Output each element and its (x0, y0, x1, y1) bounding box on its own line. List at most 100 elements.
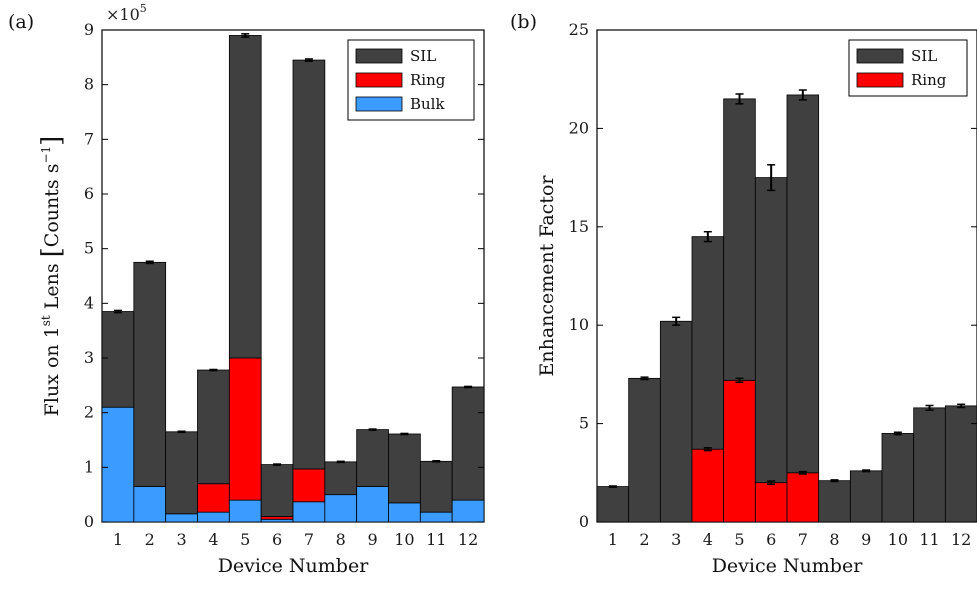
p1-bar-sil-12 (451, 386, 485, 501)
p1-x-tick-label-11: 11 (426, 530, 446, 549)
p2-x-tick-label-6: 6 (766, 530, 776, 549)
p1-bar-sil-8 (324, 461, 358, 496)
p2-x-tick-label-12: 12 (951, 530, 971, 549)
p2-bar-sil-12 (944, 405, 977, 523)
p2-x-tick-label-10: 10 (888, 530, 908, 549)
p2-bar-sil-4 (691, 236, 725, 450)
p1-x-tick-label-2: 2 (145, 530, 155, 549)
p1-bar-bulk-5 (228, 499, 262, 523)
p1-y-axis-label: Flux on 1st Lens [Counts s−1] (37, 136, 67, 417)
p2-bar-sil-2 (628, 377, 661, 523)
p1-x-tick-label-1: 1 (113, 530, 123, 549)
p1-y-tick-label-8: 8 (84, 75, 94, 94)
p2-bar-sil-5 (723, 98, 756, 381)
p2-bar-ring-5 (723, 379, 756, 523)
p2-bar-sil-9 (849, 470, 883, 523)
p1-panel-label: (a) (8, 11, 34, 33)
p1-bar-sil-3 (165, 431, 198, 515)
p1-bar-ring-4 (197, 483, 230, 513)
p2-panel-label: (b) (510, 11, 537, 33)
p1-bar-sil-11 (419, 460, 453, 513)
p2-y-tick-label-5: 5 (579, 414, 589, 433)
p1-y-tick-label-3: 3 (84, 348, 94, 367)
p1-x-tick-label-5: 5 (240, 530, 250, 549)
p1-y-tick-label-9: 9 (84, 20, 94, 39)
p2-x-tick-label-11: 11 (919, 530, 939, 549)
p1-y-label-text-2: Lens (41, 257, 63, 315)
p2-legend-box (848, 39, 968, 97)
p1-y-tick-label-6: 6 (84, 184, 94, 203)
p1-bar-bulk-12 (451, 499, 485, 523)
p1-bar-bulk-8 (324, 494, 358, 523)
p1-x-tick-label-7: 7 (304, 530, 314, 549)
p2-bar-sil-10 (881, 433, 915, 523)
p1-y-tick-label-5: 5 (84, 239, 94, 258)
p1-legend-label-sil: SIL (410, 47, 436, 65)
p2-x-axis-label: Device Number (712, 555, 863, 577)
p1-x-tick-label-6: 6 (272, 530, 282, 549)
p1-y-tick-label-4: 4 (84, 293, 94, 312)
p1-y-tick-label-0: 0 (84, 512, 94, 531)
p1-bar-bulk-7 (292, 501, 326, 523)
p2-bar-ring-4 (691, 448, 725, 523)
p1-x-tick-label-12: 12 (458, 530, 478, 549)
p1-bar-bulk-3 (165, 513, 198, 523)
p2-y-tick-label-10: 10 (569, 315, 589, 334)
p2-legend-swatch-ring (856, 72, 904, 88)
p1-bar-sil-1 (101, 311, 135, 408)
p2-bar-sil-8 (818, 480, 851, 523)
p2-y-tick-label-25: 25 (569, 20, 589, 39)
p1-bar-bulk-4 (197, 511, 230, 523)
p1-legend-swatch-sil (355, 48, 403, 64)
p1-scale-note: ×105 (106, 2, 147, 24)
p1-y-label-text: Flux on 1 (41, 326, 63, 416)
p1-y-label-bracket-open: [ (37, 247, 67, 257)
p1-x-axis-label: Device Number (218, 555, 369, 577)
p1-scale-exponent: 5 (140, 2, 147, 15)
p2-x-tick-label-2: 2 (639, 530, 649, 549)
p1-scale-base: ×10 (106, 5, 140, 24)
p1-bar-ring-6 (260, 516, 294, 520)
p1-bar-sil-2 (133, 261, 167, 487)
p1-legend-swatch-ring (355, 72, 403, 88)
p1-bar-bulk-6 (260, 518, 294, 523)
p2-bar-sil-11 (913, 407, 946, 523)
p1-legend-label-ring: Ring (410, 71, 446, 89)
p2-bar-ring-7 (786, 472, 820, 523)
p2-x-tick-label-8: 8 (829, 530, 839, 549)
p2-y-tick-label-0: 0 (579, 512, 589, 531)
p1-x-tick-label-10: 10 (394, 530, 414, 549)
p1-bar-sil-5 (228, 35, 262, 359)
p2-legend-swatch-sil (856, 48, 904, 64)
p1-x-tick-label-4: 4 (208, 530, 218, 549)
p1-bar-sil-9 (356, 429, 389, 487)
p2-x-tick-label-5: 5 (734, 530, 744, 549)
p1-x-tick-label-8: 8 (336, 530, 346, 549)
p1-legend-swatch-bulk (355, 96, 403, 112)
p1-bar-ring-7 (292, 468, 326, 503)
p1-y-tick-label-2: 2 (84, 403, 94, 422)
p2-x-tick-label-3: 3 (671, 530, 681, 549)
p1-y-tick-label-1: 1 (84, 457, 94, 476)
p1-y-label-unit-superscript: −1 (39, 146, 53, 164)
p2-y-tick-label-20: 20 (569, 118, 589, 137)
p1-y-label-bracket-close: ] (37, 136, 67, 146)
p2-y-tick-label-15: 15 (569, 217, 589, 236)
p1-legend-label-bulk: Bulk (410, 95, 445, 113)
p1-bar-bulk-2 (133, 486, 167, 523)
p1-x-tick-label-3: 3 (176, 530, 186, 549)
p2-x-tick-label-7: 7 (798, 530, 808, 549)
p2-x-tick-label-9: 9 (861, 530, 871, 549)
p1-bar-sil-7 (292, 59, 326, 470)
p1-bar-sil-10 (388, 433, 421, 504)
p2-bar-sil-6 (754, 177, 788, 484)
p2-bar-sil-1 (596, 486, 630, 523)
p2-bar-sil-3 (659, 320, 693, 523)
p2-legend-label-ring: Ring (911, 71, 947, 89)
p1-bar-ring-5 (228, 357, 262, 501)
p1-bar-bulk-9 (356, 486, 389, 523)
p2-y-axis-label: Enhancement Factor (536, 175, 558, 377)
p1-bar-sil-6 (260, 464, 294, 517)
p1-bar-sil-4 (197, 369, 230, 485)
